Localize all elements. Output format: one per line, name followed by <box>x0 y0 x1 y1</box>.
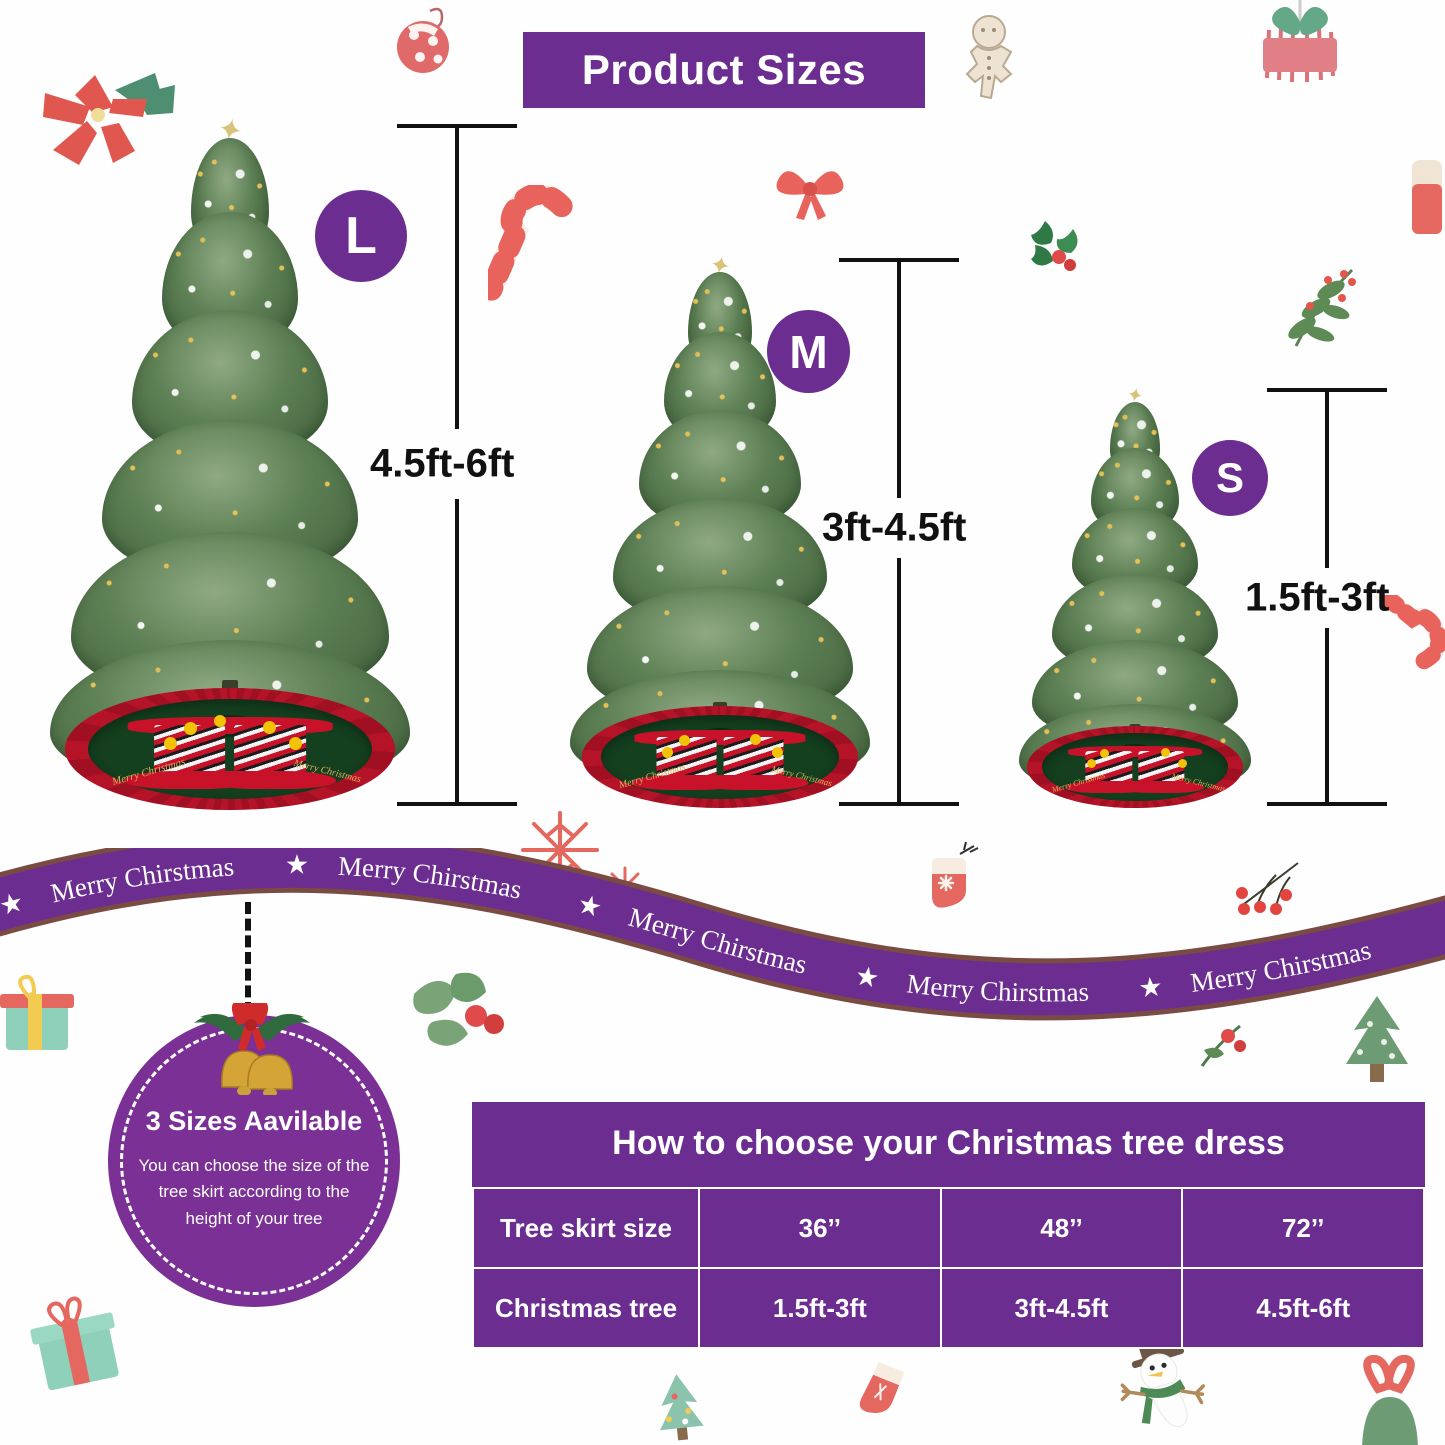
lantern-icon <box>1263 0 1337 83</box>
small-tree: ✦ Merry Christmas <box>1000 383 1270 808</box>
ruler-stem-lower <box>1325 628 1329 806</box>
large-tree: ✦ Merry Christm <box>30 112 430 810</box>
size-badge-large: L <box>315 190 407 282</box>
mistletoe-icon <box>1288 268 1356 347</box>
ruler-stem-lower <box>455 499 459 806</box>
tree-skirt: Merry Christmas Merry Christmas <box>1027 726 1243 808</box>
callout-line-2: tree skirt according to the <box>158 1182 350 1202</box>
bow-icon <box>776 171 844 220</box>
cell-tree-small: 1.5ft-3ft <box>698 1267 942 1349</box>
ruler-cap-bottom <box>839 802 959 806</box>
bell-icon <box>1362 1355 1418 1445</box>
merry-christmas-ribbon: ★ Merry Chirstmas ★ Merry Chirstmas ★ Me… <box>0 848 1445 1048</box>
row-label-skirt-size: Tree skirt size <box>472 1187 700 1269</box>
bells-icon <box>194 1003 310 1095</box>
size-badge-medium: M <box>767 310 850 393</box>
svg-text:★ Merry Chirstmas: ★ Merry Chirstmas ★ Merry Chirstmas ★ Me… <box>0 850 1445 1008</box>
cell-skirt-72: 72’’ <box>1181 1187 1425 1269</box>
measurement-label-large: 4.5ft-6ft <box>370 441 515 486</box>
size-badge-medium-label: M <box>789 325 828 378</box>
ruler-cap-bottom <box>397 802 517 806</box>
cell-skirt-36: 36’’ <box>698 1187 942 1269</box>
ribbon-star-5: ★ <box>1137 971 1164 1003</box>
holly-icon <box>1031 221 1078 271</box>
page-title-banner: Product Sizes <box>523 32 925 108</box>
size-badge-small: S <box>1192 440 1268 516</box>
gift-box-icon <box>30 1296 119 1391</box>
hanging-line <box>245 902 251 1014</box>
tree-skirt: Merry Christmas Merry Christmas <box>582 706 858 808</box>
cell-skirt-48: 48’’ <box>939 1187 1184 1269</box>
ruler-stem-upper <box>455 124 459 429</box>
page-title: Product Sizes <box>581 46 867 93</box>
row-label-christmas-tree: Christmas tree <box>472 1267 700 1349</box>
measurement-label-medium: 3ft-4.5ft <box>822 505 967 550</box>
size-chart-table: Tree skirt size 36’’ 48’’ 72’’ Christmas… <box>472 1187 1425 1349</box>
size-chart: How to choose your Christmas tree dress … <box>472 1102 1425 1349</box>
cell-tree-large: 4.5ft-6ft <box>1181 1267 1425 1349</box>
size-chart-title: How to choose your Christmas tree dress <box>472 1102 1425 1187</box>
size-badge-small-label: S <box>1215 454 1244 501</box>
table-row: Tree skirt size 36’’ 48’’ 72’’ <box>472 1187 1425 1269</box>
christmas-tree-icon <box>660 1374 704 1441</box>
ruler-stem-upper <box>897 258 901 498</box>
ribbon-star-4: ★ <box>853 960 882 994</box>
ruler-stem-upper <box>1325 388 1329 568</box>
cell-tree-medium: 3ft-4.5ft <box>939 1267 1184 1349</box>
ornament-ball-icon <box>397 7 449 73</box>
gingerbread-man-icon <box>965 15 1013 100</box>
medium-tree: ✦ Merry Christmas <box>545 250 895 808</box>
callout-line-3: height of your tree <box>185 1208 323 1228</box>
ruler-stem-lower <box>897 558 901 806</box>
ruler-cap-bottom <box>1267 802 1387 806</box>
size-badge-large-label: L <box>345 207 377 265</box>
measurement-label-small: 1.5ft-3ft <box>1245 575 1390 620</box>
stocking-icon-2 <box>859 1361 905 1414</box>
ribbon-star-2: ★ <box>285 850 309 880</box>
table-row: Christmas tree 1.5ft-3ft 3ft-4.5ft 4.5ft… <box>472 1267 1425 1349</box>
callout-heading: 3 Sizes Aavilable <box>145 1105 363 1136</box>
callout-line-1: You can choose the size of the <box>138 1155 370 1175</box>
tree-skirt: Merry Christmas Merry Christmas <box>65 688 395 810</box>
ornament-ball-icon-2 <box>1412 160 1442 234</box>
